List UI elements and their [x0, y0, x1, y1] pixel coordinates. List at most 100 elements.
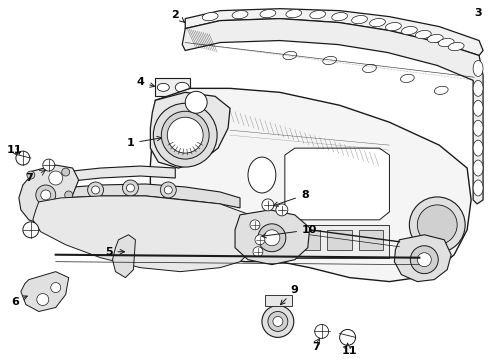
- Text: 8: 8: [273, 190, 308, 206]
- Text: 9: 9: [280, 284, 298, 305]
- Circle shape: [23, 222, 39, 238]
- Polygon shape: [285, 225, 388, 258]
- Ellipse shape: [157, 84, 169, 91]
- Ellipse shape: [232, 10, 247, 19]
- Text: 11: 11: [7, 145, 22, 155]
- Circle shape: [126, 184, 134, 192]
- Ellipse shape: [472, 100, 482, 116]
- Text: 4: 4: [136, 77, 154, 87]
- Polygon shape: [326, 230, 351, 250]
- Circle shape: [87, 182, 103, 198]
- Circle shape: [249, 220, 260, 230]
- Polygon shape: [264, 294, 291, 306]
- Text: 3: 3: [473, 8, 481, 18]
- Polygon shape: [185, 9, 482, 55]
- Ellipse shape: [401, 27, 416, 35]
- Text: 7: 7: [25, 173, 33, 183]
- Ellipse shape: [437, 39, 453, 47]
- Circle shape: [41, 190, 51, 200]
- Circle shape: [49, 171, 62, 185]
- Ellipse shape: [331, 13, 347, 21]
- Circle shape: [37, 293, 49, 306]
- Ellipse shape: [472, 160, 482, 176]
- Ellipse shape: [362, 64, 376, 72]
- Ellipse shape: [472, 80, 482, 96]
- Circle shape: [42, 159, 55, 171]
- Polygon shape: [294, 230, 319, 250]
- Circle shape: [252, 247, 263, 257]
- Ellipse shape: [433, 86, 447, 94]
- Circle shape: [264, 230, 279, 246]
- Text: 5: 5: [104, 247, 124, 257]
- Ellipse shape: [309, 10, 325, 19]
- Ellipse shape: [427, 35, 442, 42]
- Circle shape: [16, 151, 30, 165]
- Polygon shape: [19, 165, 79, 225]
- Circle shape: [262, 306, 293, 337]
- Circle shape: [167, 117, 203, 153]
- Circle shape: [164, 186, 172, 194]
- Circle shape: [51, 283, 61, 293]
- Polygon shape: [112, 235, 135, 278]
- Text: 1: 1: [126, 136, 161, 148]
- Ellipse shape: [447, 42, 463, 51]
- Circle shape: [254, 235, 264, 245]
- Ellipse shape: [385, 22, 401, 31]
- Ellipse shape: [322, 57, 336, 64]
- Ellipse shape: [285, 10, 301, 18]
- Circle shape: [122, 180, 138, 196]
- Ellipse shape: [283, 51, 296, 60]
- Text: 7: 7: [311, 342, 319, 352]
- Polygon shape: [39, 166, 175, 195]
- Circle shape: [314, 324, 328, 338]
- Circle shape: [258, 224, 285, 252]
- Ellipse shape: [472, 140, 482, 156]
- Circle shape: [262, 199, 273, 211]
- Circle shape: [61, 168, 69, 176]
- Circle shape: [416, 205, 456, 245]
- Circle shape: [185, 91, 207, 113]
- Ellipse shape: [202, 13, 218, 21]
- Polygon shape: [150, 92, 229, 168]
- Ellipse shape: [175, 82, 189, 92]
- Polygon shape: [394, 235, 450, 282]
- Ellipse shape: [414, 31, 430, 39]
- Circle shape: [339, 329, 355, 345]
- Polygon shape: [285, 148, 388, 220]
- Polygon shape: [33, 196, 260, 272]
- Ellipse shape: [400, 74, 413, 82]
- Polygon shape: [150, 88, 470, 282]
- Polygon shape: [182, 19, 482, 204]
- Circle shape: [267, 311, 287, 332]
- Ellipse shape: [369, 18, 385, 27]
- Circle shape: [55, 191, 62, 199]
- Polygon shape: [358, 230, 383, 250]
- Circle shape: [160, 182, 176, 198]
- Polygon shape: [39, 184, 240, 208]
- Text: 11: 11: [341, 346, 357, 356]
- Circle shape: [161, 111, 209, 159]
- Text: 2: 2: [171, 10, 184, 22]
- Circle shape: [64, 191, 73, 199]
- Ellipse shape: [351, 15, 366, 24]
- Circle shape: [409, 246, 437, 274]
- Polygon shape: [155, 78, 190, 96]
- Ellipse shape: [247, 157, 275, 193]
- Ellipse shape: [260, 10, 275, 18]
- Ellipse shape: [472, 60, 482, 76]
- Circle shape: [153, 103, 217, 167]
- Circle shape: [36, 185, 56, 205]
- Polygon shape: [235, 210, 309, 265]
- Text: 10: 10: [261, 225, 317, 238]
- Circle shape: [27, 171, 35, 179]
- Circle shape: [275, 204, 287, 216]
- Polygon shape: [21, 272, 68, 311]
- Circle shape: [51, 187, 66, 203]
- Circle shape: [416, 253, 430, 267]
- Circle shape: [408, 197, 464, 253]
- Circle shape: [272, 316, 282, 327]
- Circle shape: [91, 186, 100, 194]
- Ellipse shape: [472, 180, 482, 196]
- Text: 6: 6: [11, 296, 27, 306]
- Ellipse shape: [472, 120, 482, 136]
